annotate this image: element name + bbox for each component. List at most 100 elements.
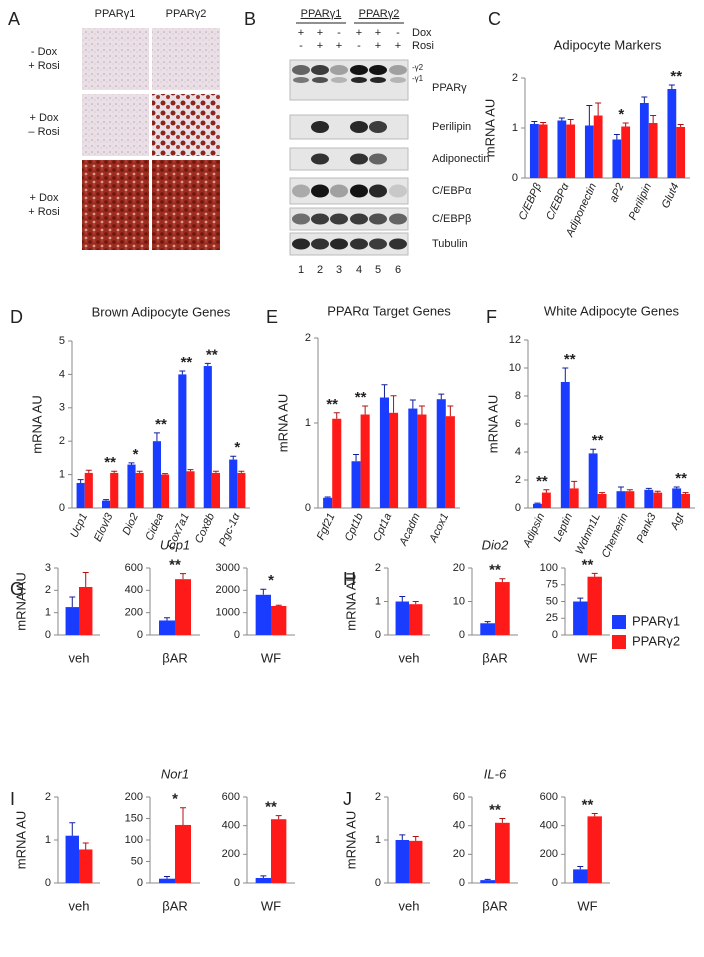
blot-band	[311, 238, 329, 250]
error-bar	[499, 578, 506, 583]
bar	[76, 482, 85, 508]
error-bar	[179, 370, 186, 375]
error-bar	[85, 469, 92, 473]
bar	[681, 494, 690, 508]
bar	[597, 494, 607, 508]
y-tick-label: 40	[453, 820, 465, 832]
error-bar	[484, 878, 491, 881]
chart-title: Nor1	[161, 766, 189, 781]
blot-band	[370, 77, 386, 83]
significance-label: **	[582, 556, 594, 573]
row-label: – Rosi	[28, 126, 59, 138]
isoform-label: -γ1	[412, 74, 424, 83]
bar	[65, 835, 79, 883]
blot-band	[292, 184, 310, 198]
micrographs	[82, 28, 220, 250]
error-bar	[418, 405, 425, 415]
x-tick-label: Acadm	[397, 511, 423, 548]
bar	[395, 601, 409, 635]
error-bar	[626, 489, 633, 492]
bar	[79, 849, 93, 883]
lane-number: 5	[375, 264, 381, 276]
bar	[417, 414, 427, 508]
y-axis-label: mRNA AU	[13, 811, 28, 870]
y-tick-label: 2	[45, 584, 51, 596]
bar	[480, 623, 495, 635]
y-tick-label: 200	[222, 848, 240, 860]
significance-label: *	[133, 446, 139, 463]
blot-band	[292, 65, 310, 75]
lane-number: 4	[356, 264, 362, 276]
x-tick-label: Cpt1b	[343, 511, 366, 543]
error-bar	[187, 469, 194, 472]
error-bar	[399, 834, 406, 840]
error-bar	[673, 486, 680, 489]
y-tick-label: 25	[546, 612, 558, 624]
error-bar	[613, 134, 620, 140]
bar	[566, 124, 576, 178]
error-bar	[69, 822, 76, 836]
dox-sign: -	[337, 27, 341, 39]
error-bar	[591, 572, 598, 577]
y-tick-label: 2000	[216, 584, 240, 596]
legend-swatch	[612, 615, 626, 629]
bar	[229, 459, 238, 508]
dox-sign: +	[356, 27, 362, 39]
error-bar	[238, 470, 245, 473]
bar	[135, 472, 144, 508]
bar	[495, 582, 510, 635]
bar	[255, 594, 271, 635]
bar	[102, 500, 111, 508]
error-bar	[412, 836, 419, 841]
bar	[379, 397, 389, 508]
y-axis-label: mRNA AU	[13, 572, 28, 631]
micrograph	[82, 28, 149, 90]
condition-label: Dox	[412, 27, 432, 39]
blot-band	[369, 65, 387, 75]
error-bar	[381, 384, 388, 398]
y-tick-label: 6	[515, 418, 521, 430]
error-bar	[136, 470, 143, 473]
protein-label: Adiponectin	[432, 153, 490, 165]
error-bar	[275, 815, 282, 820]
x-tick-label: Cpt1a	[371, 511, 394, 543]
error-bar	[591, 812, 598, 817]
panel-letter: H	[343, 569, 356, 589]
panel-letter: F	[486, 307, 497, 327]
column-header: PPARγ2	[166, 8, 207, 20]
x-tick-label: Dio2	[120, 511, 140, 537]
blot-band	[330, 213, 348, 225]
dox-sign: +	[298, 27, 304, 39]
blot-band	[369, 184, 387, 198]
row-label: - Dox	[31, 46, 58, 58]
significance-label: **	[489, 801, 501, 818]
y-tick-label: 1	[45, 607, 51, 619]
y-tick-label: 0	[375, 629, 381, 641]
error-bar	[164, 617, 170, 621]
blot-band	[369, 238, 387, 250]
bar	[653, 492, 663, 508]
blot-band	[350, 238, 368, 250]
legend-label: PPARγ1	[632, 613, 680, 628]
x-tick-label: Chemerin	[600, 511, 631, 559]
panel-letter: J	[343, 789, 352, 809]
y-axis-label: mRNA AU	[482, 99, 497, 158]
significance-label: **	[355, 389, 367, 406]
chart-title: White Adipocyte Genes	[544, 303, 680, 318]
y-tick-label: 0	[137, 629, 143, 641]
error-bar	[586, 105, 593, 126]
x-tick-label: Fgf21	[315, 511, 338, 542]
error-bar	[412, 601, 419, 605]
y-tick-label: 3000	[216, 562, 240, 574]
micrograph	[82, 94, 149, 156]
y-tick-label: 600	[222, 791, 240, 803]
bar	[159, 878, 175, 883]
y-tick-label: 400	[222, 820, 240, 832]
bar	[186, 471, 195, 508]
blot-band	[311, 213, 329, 225]
bar	[360, 414, 370, 508]
x-tick-label: WF	[261, 898, 281, 913]
error-bar	[654, 490, 661, 493]
protein-label: C/EBPα	[432, 185, 472, 197]
row-label: + Dox	[29, 192, 59, 204]
